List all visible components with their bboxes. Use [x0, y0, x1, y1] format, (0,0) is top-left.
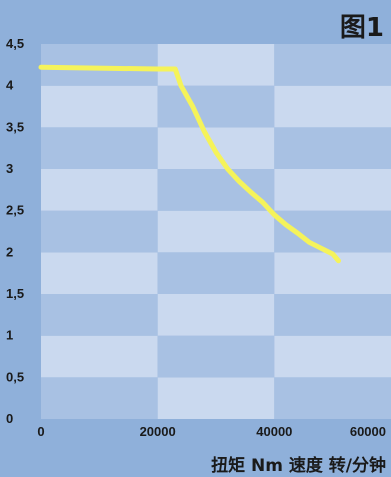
grid-cell: [274, 44, 391, 86]
x-tick-label: 20000: [140, 424, 176, 439]
grid-cell: [41, 335, 158, 378]
grid-cell: [41, 210, 158, 253]
grid-cell: [274, 85, 391, 128]
grid-cell: [41, 85, 158, 128]
grid-cell: [157, 210, 275, 253]
y-tick-label: 4: [6, 78, 14, 93]
grid-cell: [41, 294, 158, 336]
x-tick-label: 0: [37, 424, 44, 439]
grid-cell: [157, 169, 275, 211]
y-tick-label: 1: [6, 328, 13, 343]
grid-cell: [41, 252, 158, 294]
axis-caption: 扭矩 Nm 速度 转/分钟: [211, 455, 386, 476]
grid-cell: [274, 335, 391, 378]
grid-cell: [274, 169, 391, 211]
y-tick-label: 0: [6, 411, 13, 426]
grid-cell: [157, 85, 275, 128]
y-tick-label: 0,5: [6, 369, 24, 384]
y-tick-label: 3,5: [6, 119, 24, 134]
y-tick-labels: 0 0,5 1 1,5 2 2,5 3 3,5 4 4,5: [6, 36, 24, 426]
x-tick-labels: 0 20000 40000 60000: [37, 424, 386, 439]
figure-label: 图1: [340, 13, 384, 43]
series-layer: [38, 64, 341, 264]
grid-cell: [41, 127, 158, 169]
grid-cell: [41, 169, 158, 211]
y-tick-label: 2,5: [6, 203, 24, 218]
grid-cell: [41, 44, 158, 86]
grid-cell: [274, 294, 391, 336]
x-tick-label: 40000: [256, 424, 292, 439]
y-tick-label: 3: [6, 161, 13, 176]
grid-cell: [157, 335, 275, 378]
y-tick-label: 2: [6, 244, 13, 259]
plot-background-grid: [41, 44, 391, 419]
grid-cell: [41, 377, 158, 419]
y-tick-label: 1,5: [6, 286, 24, 301]
x-tick-label: 60000: [350, 424, 386, 439]
grid-cell: [274, 127, 391, 169]
grid-cell: [157, 294, 275, 336]
grid-cell: [274, 252, 391, 294]
grid-cell: [157, 44, 275, 86]
grid-cell: [157, 377, 275, 419]
y-tick-label: 4,5: [6, 36, 24, 51]
torque-curve-line: [38, 64, 341, 264]
grid-cell: [274, 377, 391, 419]
grid-cell: [157, 252, 275, 294]
